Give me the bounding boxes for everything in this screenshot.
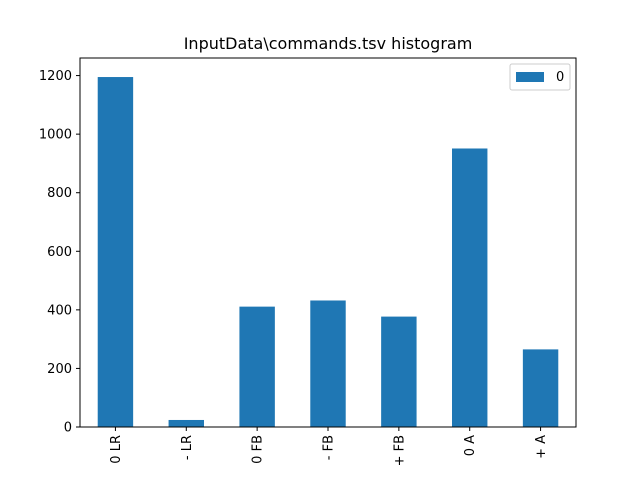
bar-6 xyxy=(522,349,559,427)
bar-0 xyxy=(97,77,134,428)
legend-swatch xyxy=(516,72,544,82)
y-tick-label-3: 600 xyxy=(47,245,72,260)
bar-5 xyxy=(452,148,488,427)
legend: 0 xyxy=(509,63,571,91)
x-tick-label-4: + FB xyxy=(392,435,407,466)
bars-group xyxy=(97,77,559,428)
bar-4 xyxy=(381,316,417,427)
x-tick-label-0: 0 LR xyxy=(109,435,124,464)
y-tick-label-5: 1000 xyxy=(39,128,72,143)
x-axis: 0 LR - LR 0 FB - FB + FB 0 A + A xyxy=(109,427,549,466)
y-tick-label-0: 0 xyxy=(64,421,72,436)
bar-1 xyxy=(168,419,204,427)
bar-3 xyxy=(310,300,346,427)
legend-label: 0 xyxy=(556,70,564,85)
x-tick-label-5: 0 A xyxy=(463,435,478,456)
bar-2 xyxy=(239,306,275,427)
chart-title: InputData\commands.tsv histogram xyxy=(184,34,473,53)
y-tick-label-6: 1200 xyxy=(39,69,72,84)
x-tick-label-6: + A xyxy=(534,435,549,459)
x-tick-label-3: - FB xyxy=(322,435,337,460)
y-axis: 0 200 400 600 800 1000 1200 xyxy=(39,69,80,436)
y-tick-label-2: 400 xyxy=(47,303,72,318)
y-tick-label-1: 200 xyxy=(47,362,72,377)
x-tick-label-2: 0 FB xyxy=(251,435,266,464)
y-tick-label-4: 800 xyxy=(47,186,72,201)
x-tick-label-1: - LR xyxy=(180,435,195,460)
